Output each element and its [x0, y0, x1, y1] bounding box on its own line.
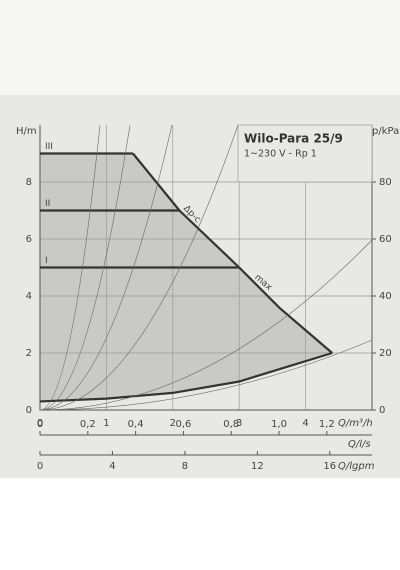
- chart-subtitle: 1~230 V - Rp 1: [244, 149, 317, 160]
- secondary-axis-label: Q/lgpm: [338, 461, 375, 472]
- secondary-tick-label: 1,0: [271, 419, 287, 430]
- system-curve: [39, 124, 101, 411]
- secondary-tick-label: 0: [37, 461, 43, 472]
- y-tick-label: 6: [26, 234, 32, 245]
- system-curve: [39, 124, 131, 411]
- secondary-tick-label: 0,8: [223, 419, 239, 430]
- secondary-tick-label: 12: [251, 461, 264, 472]
- y-tick-label: 4: [26, 291, 32, 302]
- y-tick-label: 0: [26, 405, 32, 416]
- system-curve: [39, 124, 173, 411]
- curve: [132, 152, 333, 354]
- x-tick-label: 4: [302, 418, 308, 429]
- chart-title: Wilo-Para 25/9: [244, 132, 343, 146]
- x-tick-label: 3: [236, 418, 242, 429]
- secondary-tick-label: 16: [323, 461, 336, 472]
- title-box: [237, 124, 373, 183]
- secondary-tick-label: 0: [37, 419, 43, 430]
- x-tick-label: 1: [103, 418, 109, 429]
- y2-tick-label: 40: [379, 291, 392, 302]
- secondary-tick-label: 8: [182, 461, 188, 472]
- y2-tick-label: 60: [379, 234, 392, 245]
- y2-tick-label: 20: [379, 348, 392, 359]
- system-curves: [39, 124, 373, 411]
- x-axis-label: Q/m³/h: [338, 418, 373, 429]
- curve-label: II: [45, 199, 50, 209]
- y-tick-label: 2: [26, 348, 32, 359]
- secondary-axis-label: Q/l/s: [348, 439, 371, 450]
- secondary-tick-label: 4: [109, 461, 115, 472]
- system-curve: [39, 239, 373, 411]
- secondary-tick-label: 0,6: [175, 419, 191, 430]
- y-tick-label: 8: [26, 177, 32, 188]
- curve: [39, 351, 333, 403]
- curve-label: I: [45, 256, 48, 266]
- secondary-tick-label: 0,2: [80, 419, 96, 430]
- y2-tick-label: 80: [379, 177, 392, 188]
- y2-axis-label: p/kPa: [372, 126, 399, 137]
- secondary-tick-label: 0,4: [128, 419, 144, 430]
- curve-label: III: [45, 142, 53, 152]
- background: [0, 478, 400, 570]
- y-axis-label: H/m: [16, 126, 37, 137]
- y2-tick-label: 0: [379, 405, 385, 416]
- system-curve: [39, 339, 373, 411]
- operating-area: [40, 153, 333, 402]
- x-tick-label: 0: [37, 418, 43, 429]
- x-tick-label: 2: [170, 418, 176, 429]
- secondary-tick-label: 1,2: [319, 419, 335, 430]
- system-curve: [39, 124, 239, 411]
